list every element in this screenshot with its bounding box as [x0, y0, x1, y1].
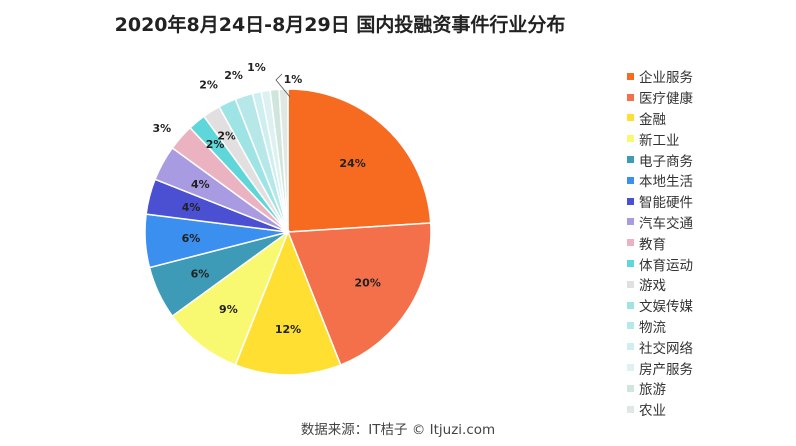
- pie-slice-4: [171, 229, 290, 366]
- legend-label: 教育: [639, 236, 666, 253]
- slice-label-1: 24%: [339, 157, 365, 170]
- legend-item: 体育运动: [627, 253, 792, 274]
- legend-label: 电子商务: [639, 153, 693, 170]
- slice-label-12: 2%: [199, 78, 218, 91]
- legend-item: 金融: [627, 108, 792, 129]
- legend-item: 房产服务: [627, 357, 792, 378]
- legend-swatch: [627, 93, 634, 101]
- legend-label: 体育运动: [639, 257, 693, 274]
- slice-label-4: 9%: [219, 303, 238, 316]
- chart-title: 2020年8月24日-8月29日 国内投融资事件行业分布: [114, 14, 566, 36]
- legend-item: 农业: [627, 399, 792, 420]
- legend-item: 医疗健康: [627, 87, 792, 108]
- legend-label: 本地生活: [639, 174, 693, 191]
- legend-item: 物流: [627, 316, 792, 337]
- legend-swatch: [627, 343, 634, 351]
- legend-item: 教育: [627, 232, 792, 253]
- legend-label: 物流: [639, 319, 666, 336]
- legend-item: 游戏: [627, 274, 792, 295]
- legend-swatch: [627, 384, 634, 392]
- slice-label-7: 4%: [182, 201, 201, 214]
- legend-swatch: [627, 301, 634, 309]
- legend-swatch: [627, 405, 634, 413]
- slice-label-11: 2%: [217, 129, 236, 142]
- slice-label-8: 4%: [191, 178, 210, 191]
- legend: 企业服务医疗健康金融新工业电子商务本地生活智能硬件汽车交通教育体育运动游戏文娱传…: [627, 66, 792, 420]
- legend-label: 智能硬件: [639, 195, 693, 212]
- slice-label-2: 20%: [355, 277, 381, 290]
- legend-label: 文娱传媒: [639, 299, 693, 316]
- legend-label: 旅游: [639, 382, 666, 399]
- legend-swatch: [627, 260, 634, 268]
- leader-line: [275, 73, 291, 98]
- pie-slice-2: [286, 222, 432, 366]
- legend-swatch: [627, 135, 634, 143]
- legend-swatch: [627, 239, 634, 247]
- slice-label-9: 3%: [153, 122, 172, 135]
- slice-label-14: 1%: [247, 61, 266, 74]
- legend-item: 企业服务: [627, 66, 792, 87]
- legend-swatch: [627, 176, 634, 184]
- legend-swatch: [627, 364, 634, 372]
- legend-label: 房产服务: [639, 361, 693, 378]
- pie-slice-1: [287, 88, 432, 233]
- slice-label-3: 12%: [275, 323, 301, 336]
- legend-label: 金融: [639, 111, 666, 128]
- legend-label: 游戏: [639, 278, 666, 295]
- legend-swatch: [627, 280, 634, 288]
- legend-swatch: [627, 197, 634, 205]
- source-note: 数据来源：IT桔子 © Itjuzi.com: [300, 422, 496, 438]
- legend-swatch: [627, 218, 634, 226]
- legend-swatch: [627, 72, 634, 80]
- slice-label-10: 2%: [206, 138, 225, 151]
- slice-label-5: 6%: [191, 267, 210, 280]
- legend-label: 企业服务: [639, 70, 693, 87]
- legend-item: 智能硬件: [627, 191, 792, 212]
- legend-item: 本地生活: [627, 170, 792, 191]
- legend-swatch: [627, 322, 634, 330]
- legend-item: 文娱传媒: [627, 295, 792, 316]
- legend-label: 医疗健康: [639, 91, 693, 108]
- legend-label: 农业: [639, 403, 666, 420]
- legend-item: 旅游: [627, 378, 792, 399]
- legend-label: 社交网络: [639, 340, 693, 357]
- slice-label-17: 1%: [284, 73, 303, 86]
- slice-label-13: 2%: [224, 69, 243, 82]
- legend-item: 汽车交通: [627, 212, 792, 233]
- legend-item: 新工业: [627, 128, 792, 149]
- legend-swatch: [627, 156, 634, 164]
- legend-label: 汽车交通: [639, 215, 693, 232]
- legend-label: 新工业: [639, 132, 680, 149]
- legend-item: 电子商务: [627, 149, 792, 170]
- legend-swatch: [627, 114, 634, 122]
- slice-label-6: 6%: [182, 232, 201, 245]
- pie-slice-3: [234, 229, 342, 376]
- legend-item: 社交网络: [627, 336, 792, 357]
